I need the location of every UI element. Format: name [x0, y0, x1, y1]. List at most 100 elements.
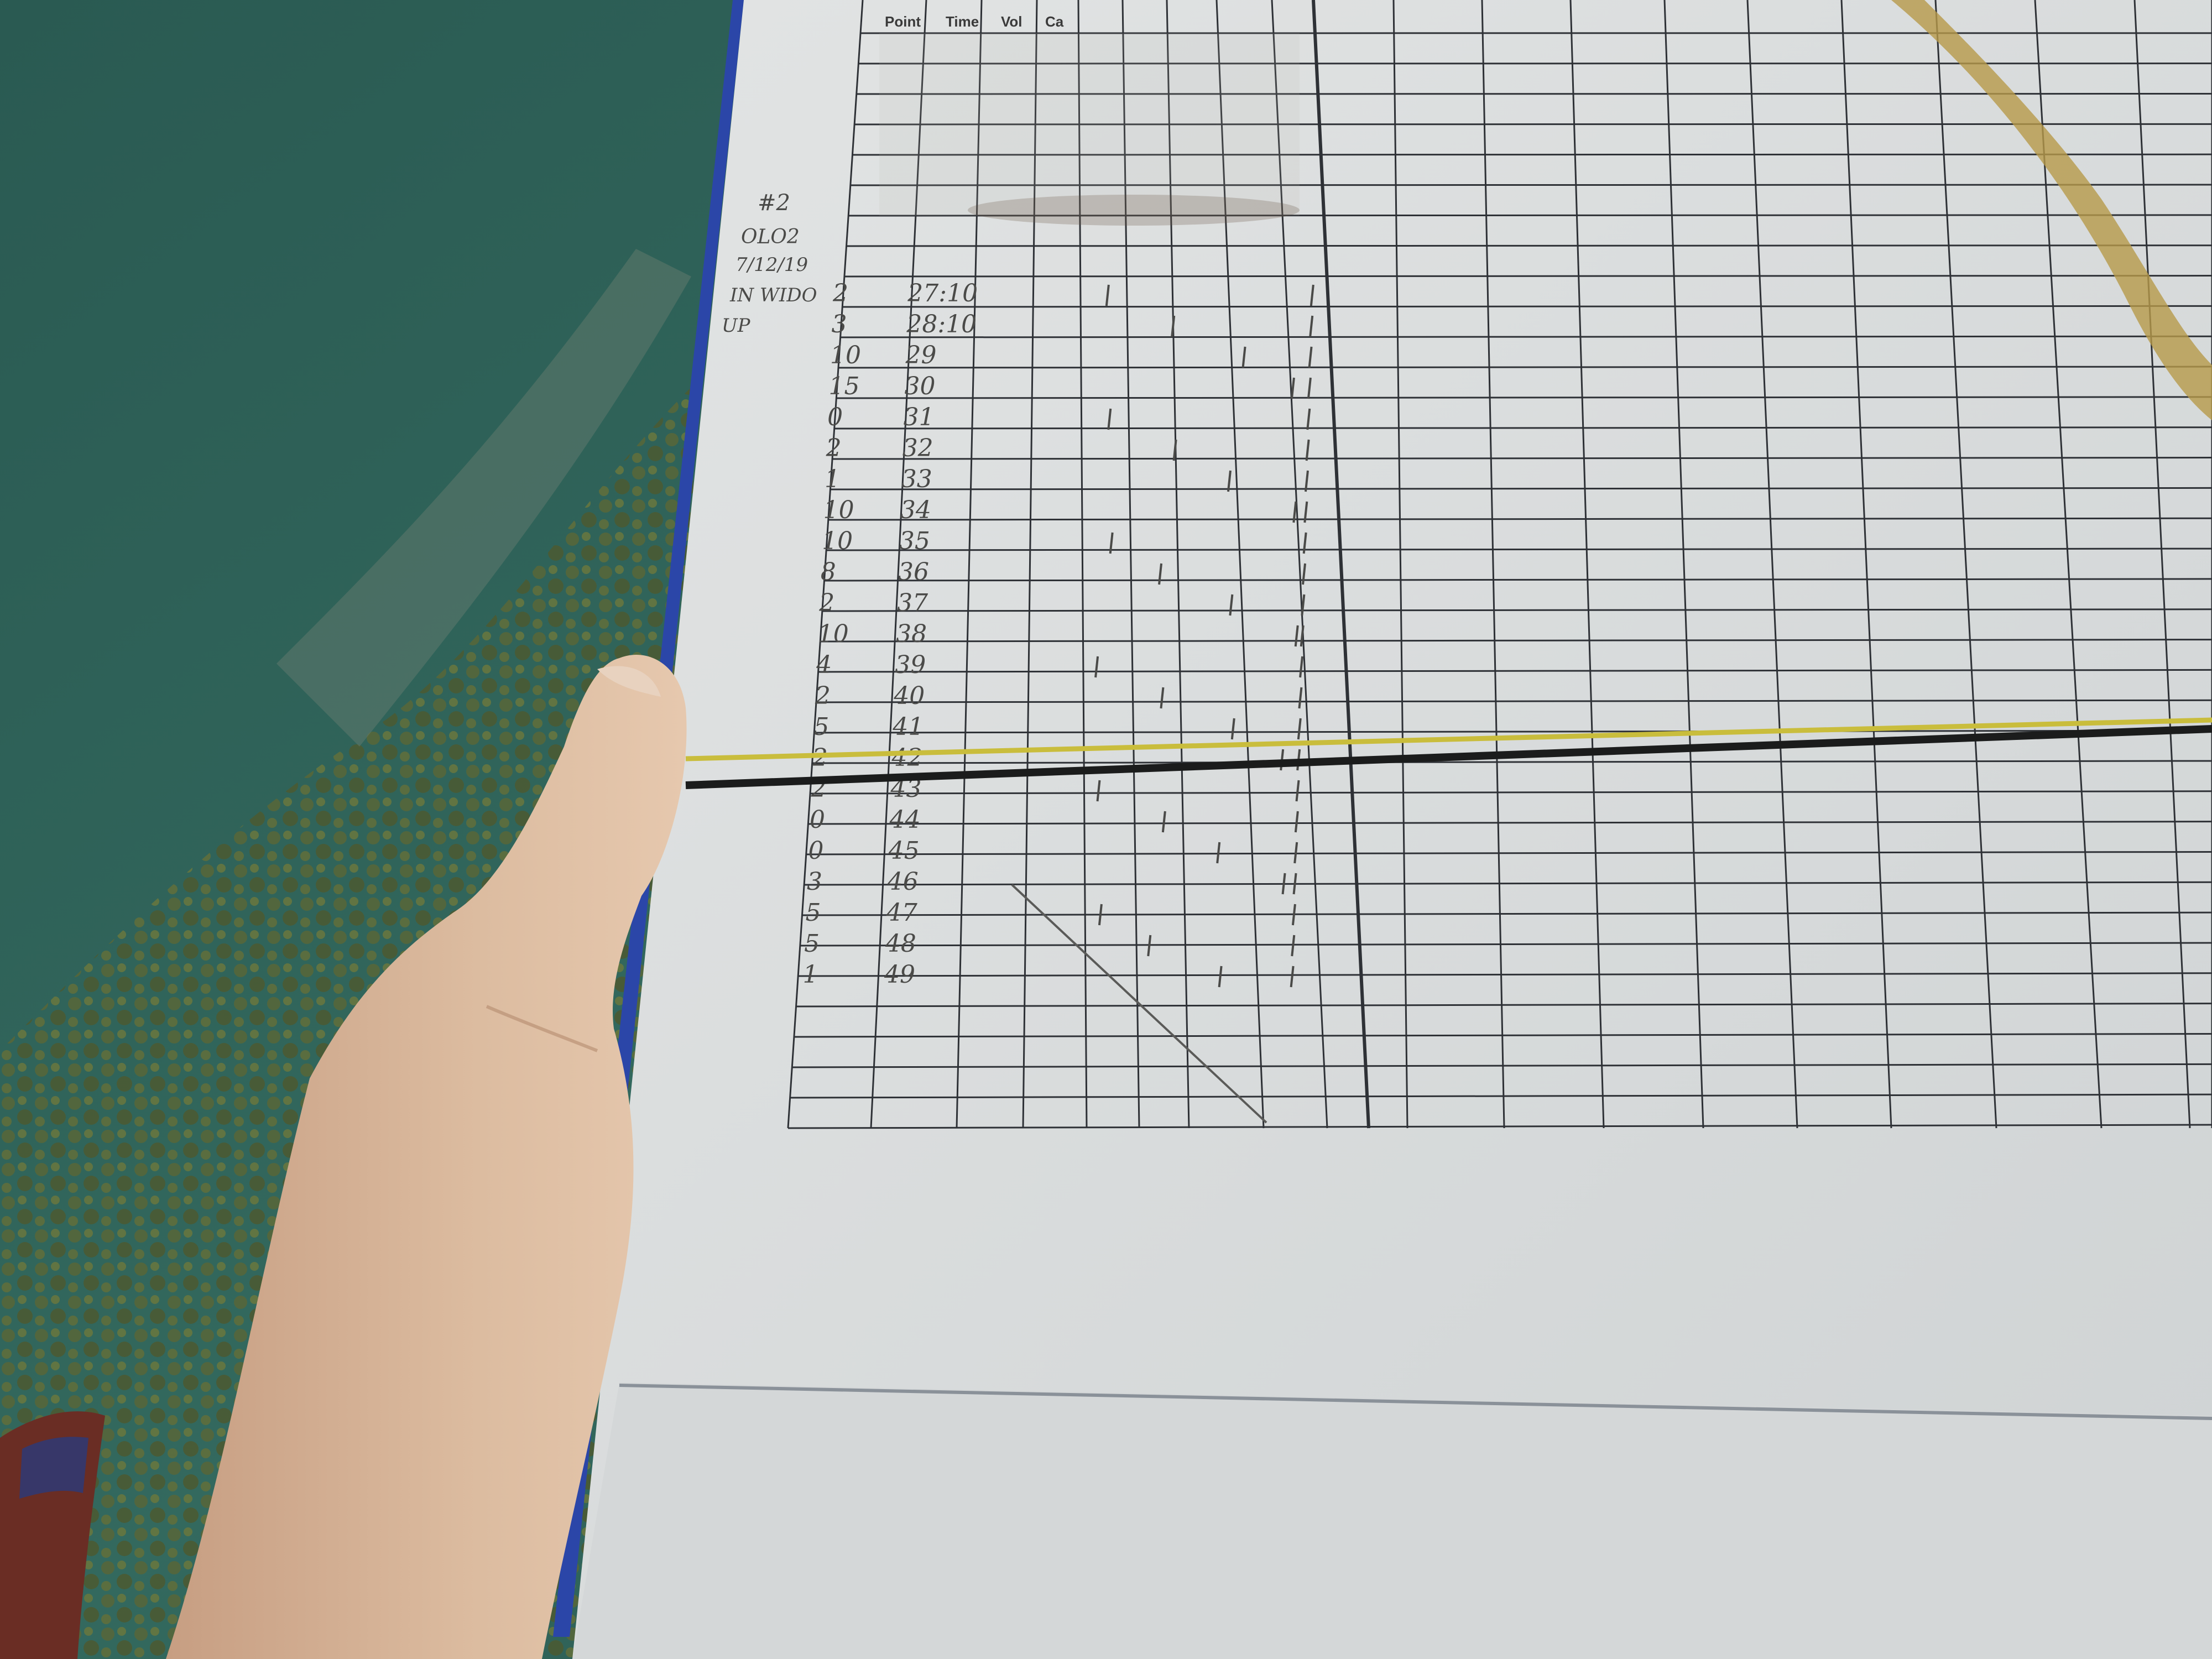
time-cell: 33 [901, 465, 932, 493]
time-cell: 28:10 [906, 310, 977, 338]
tally-mark [1171, 315, 1176, 337]
header-time: Time [946, 13, 979, 30]
tally-mark [1293, 842, 1298, 864]
point-cell: 10 [822, 527, 853, 555]
tally-mark [1281, 873, 1286, 895]
note-direction: IN WIDO [729, 284, 817, 306]
header-ca: Ca [1045, 13, 1064, 30]
time-cell: 29 [905, 341, 936, 369]
grid-horizontal-line [828, 517, 2212, 521]
grid-vertical-line [787, 0, 864, 1129]
point-cell: 2 [826, 434, 842, 462]
grid-vertical-line [1840, 0, 1892, 1129]
tally-mark [1161, 811, 1166, 833]
tally-mark [1109, 532, 1114, 554]
grid-horizontal-line [794, 1032, 2212, 1038]
point-cell: 2 [818, 589, 834, 617]
grid-vertical-line [1166, 0, 1190, 1129]
tally-mark [1299, 656, 1304, 678]
header-vol: Vol [1001, 13, 1022, 30]
tally-mark [1294, 625, 1299, 647]
grid-horizontal-line [836, 396, 2212, 399]
grid-horizontal-line [808, 821, 2212, 825]
grid-horizontal-line [832, 457, 2212, 460]
tally-mark [1302, 563, 1307, 585]
point-cell: 10 [830, 341, 861, 369]
time-cell: 42 [891, 744, 922, 772]
grid-horizontal-line [822, 608, 2212, 612]
tally-mark [1301, 594, 1306, 616]
tally-mark [1216, 842, 1221, 864]
pencil-slash [1011, 884, 1267, 1124]
point-cell: 0 [827, 403, 843, 431]
time-cell: 31 [904, 403, 935, 431]
tally-mark [1300, 625, 1305, 647]
point-cell: 10 [818, 620, 849, 648]
tally-mark [1290, 377, 1295, 399]
grid-vertical-line [1569, 0, 1605, 1129]
point-cell: 4 [816, 651, 832, 679]
wetsuit-sleeve-stripe [19, 1437, 88, 1499]
grid-horizontal-line [842, 305, 2212, 308]
grid-vertical-line [1934, 0, 1997, 1129]
grid-vertical-line [2034, 0, 2103, 1129]
tally-mark [1230, 718, 1235, 740]
grid-horizontal-line [820, 639, 2212, 643]
grid-horizontal-line [802, 911, 2212, 916]
time-cell: 41 [892, 713, 924, 741]
tally-mark [1309, 315, 1314, 337]
time-cell: 47 [886, 899, 917, 927]
grid-vertical-line [1022, 0, 1038, 1129]
grid-horizontal-line [812, 760, 2212, 764]
paper-fold-line [619, 1384, 2212, 1420]
coral-reef-highlight [276, 249, 691, 747]
tally-mark [1290, 966, 1295, 988]
grid-horizontal-line [816, 699, 2212, 703]
grid-horizontal-line [852, 153, 2212, 156]
tally-mark [1098, 904, 1103, 926]
tally-mark [1306, 408, 1311, 430]
tally-mark [1303, 501, 1308, 523]
paper-lower-sheet [572, 1383, 2212, 1659]
point-cell: 5 [806, 899, 821, 927]
time-cell: 34 [900, 496, 931, 524]
grid-horizontal-line [804, 881, 2212, 886]
grid-horizontal-line [810, 790, 2212, 795]
datasheet-grid [787, 0, 2212, 1129]
grid-horizontal-line [787, 1124, 2212, 1129]
tally-mark [1172, 439, 1177, 461]
point-cell: 8 [821, 558, 836, 586]
time-cell: 35 [899, 527, 930, 555]
tally-mark [1307, 377, 1312, 399]
grid-horizontal-line [826, 547, 2212, 551]
tally-mark [1304, 470, 1309, 492]
grid-vertical-line [1215, 0, 1265, 1129]
time-cell: 49 [884, 961, 915, 989]
grid-vertical-line [2133, 0, 2191, 1129]
time-cell: 30 [905, 372, 936, 400]
tally-mark [1229, 594, 1234, 616]
time-cell: 39 [895, 651, 926, 679]
tally-mark [1158, 563, 1163, 585]
time-cell: 37 [897, 589, 928, 617]
grid-vertical-line [1271, 0, 1328, 1129]
tally-mark [1295, 780, 1300, 802]
grid-vertical-line [956, 0, 983, 1129]
time-cell: 45 [888, 837, 920, 865]
grid-vertical-line [1481, 0, 1505, 1129]
tally-mark [1096, 780, 1101, 802]
time-cell: 44 [889, 806, 921, 834]
tally-mark [1308, 346, 1313, 368]
grid-horizontal-line [856, 93, 2212, 95]
grid-horizontal-line [800, 942, 2212, 947]
note-site-code: OLO2 [741, 226, 800, 248]
time-cell: 32 [902, 434, 933, 462]
grid-horizontal-line [796, 1003, 2212, 1008]
time-cell: 27:10 [907, 279, 978, 307]
side-notes: #2 OLO2 7/12/19 IN WIDO UP [722, 190, 817, 337]
grid-horizontal-line [814, 729, 2212, 734]
grid-horizontal-line [792, 1063, 2212, 1068]
grid-horizontal-line [848, 214, 2212, 217]
